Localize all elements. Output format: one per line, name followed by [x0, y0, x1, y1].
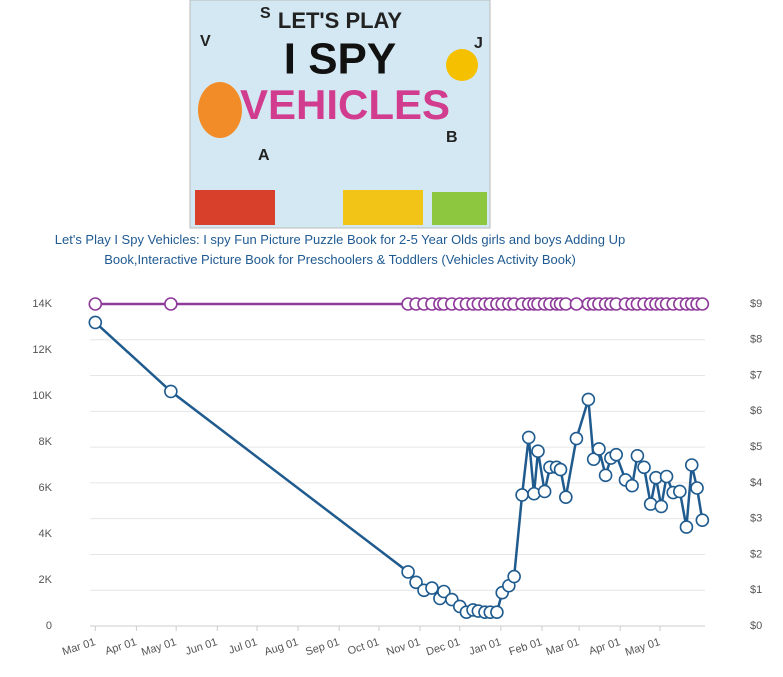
point — [437, 584, 451, 599]
point — [515, 488, 529, 502]
x-tick-label: Sep 01 — [304, 636, 341, 658]
y2-tick-label: $0 — [750, 620, 762, 632]
point — [637, 460, 651, 475]
cover-van — [432, 192, 487, 225]
point — [569, 431, 584, 446]
cover-letter: B — [446, 129, 458, 146]
x-tick-label: May 01 — [140, 636, 178, 659]
point — [625, 478, 639, 493]
y2-tick-label: $1 — [750, 584, 762, 596]
y2-tick-label: $6 — [750, 405, 762, 417]
point — [507, 569, 521, 584]
point — [673, 484, 687, 499]
y-tick-label: 10K — [32, 390, 52, 402]
cover-balloon — [198, 82, 242, 138]
point — [409, 575, 423, 590]
x-tick-label: Mar 01 — [545, 636, 581, 658]
point — [598, 468, 613, 483]
x-tick-label: Apr 01 — [587, 636, 622, 657]
cover-bus — [343, 190, 423, 225]
y-tick-label: 0 — [46, 620, 52, 632]
y-tick-label: 14K — [32, 298, 52, 310]
point — [88, 315, 103, 330]
chart-title: Let's Play I Spy Vehicles: I spy Fun Pic… — [54, 232, 626, 267]
point — [531, 444, 545, 459]
point — [425, 581, 439, 595]
point — [659, 469, 674, 484]
point — [521, 430, 536, 445]
point — [695, 297, 710, 311]
y2-tick-label: $8 — [750, 334, 762, 346]
point — [581, 392, 596, 407]
x-tick-label: Feb 01 — [508, 636, 544, 658]
cover-text: LET'S PLAY — [278, 8, 403, 33]
x-tick-label: Aug 01 — [263, 636, 300, 658]
cover-text: VEHICLES — [240, 81, 450, 128]
y2-tick-label: $5 — [750, 441, 762, 453]
y-tick-label: 8K — [39, 436, 53, 448]
point — [609, 447, 623, 462]
point — [679, 520, 694, 534]
series-line — [94, 321, 704, 614]
point — [592, 442, 606, 456]
point — [559, 490, 573, 505]
y-tick-label: 12K — [32, 344, 52, 356]
point — [164, 384, 178, 399]
cover-letter: V — [200, 33, 211, 50]
cover-star — [446, 49, 478, 81]
x-tick-label: Apr 01 — [104, 636, 139, 657]
point — [88, 297, 103, 311]
point — [553, 462, 568, 477]
cover-letter: J — [474, 35, 483, 52]
y-tick-label: 4K — [39, 528, 53, 540]
y2-tick-label: $9 — [750, 298, 762, 310]
x-tick-label: Dec 01 — [425, 636, 462, 658]
y2-tick-label: $2 — [750, 548, 762, 560]
point — [569, 297, 584, 311]
point — [586, 452, 601, 467]
point — [684, 458, 699, 472]
point — [654, 499, 669, 514]
y2-tick-label: $3 — [750, 513, 762, 525]
y-tick-label: 6K — [39, 482, 53, 494]
x-tick-label: Nov 01 — [385, 636, 422, 658]
cover-letter: A — [258, 147, 270, 164]
cover-letter: S — [260, 5, 271, 22]
x-tick-label: Jun 01 — [184, 636, 219, 658]
y-tick-label: 2K — [39, 574, 53, 586]
point — [164, 297, 178, 311]
x-tick-label: Jan 01 — [468, 636, 503, 658]
x-tick-label: May 01 — [624, 636, 662, 659]
x-tick-label: Jul 01 — [227, 636, 259, 656]
cover-truck — [195, 190, 275, 225]
point — [401, 565, 415, 579]
y2-tick-label: $7 — [750, 369, 762, 381]
point — [630, 448, 645, 463]
point — [690, 481, 704, 495]
x-tick-label: Mar 01 — [61, 636, 97, 658]
book-cover: LET'S PLAY I SPY VEHICLES S V J A B — [189, 0, 491, 229]
point — [537, 484, 552, 499]
cover-text: I SPY — [284, 35, 397, 84]
x-tick-label: Oct 01 — [346, 636, 381, 657]
y2-tick-label: $4 — [750, 477, 762, 489]
point — [490, 605, 504, 620]
point — [695, 513, 710, 528]
